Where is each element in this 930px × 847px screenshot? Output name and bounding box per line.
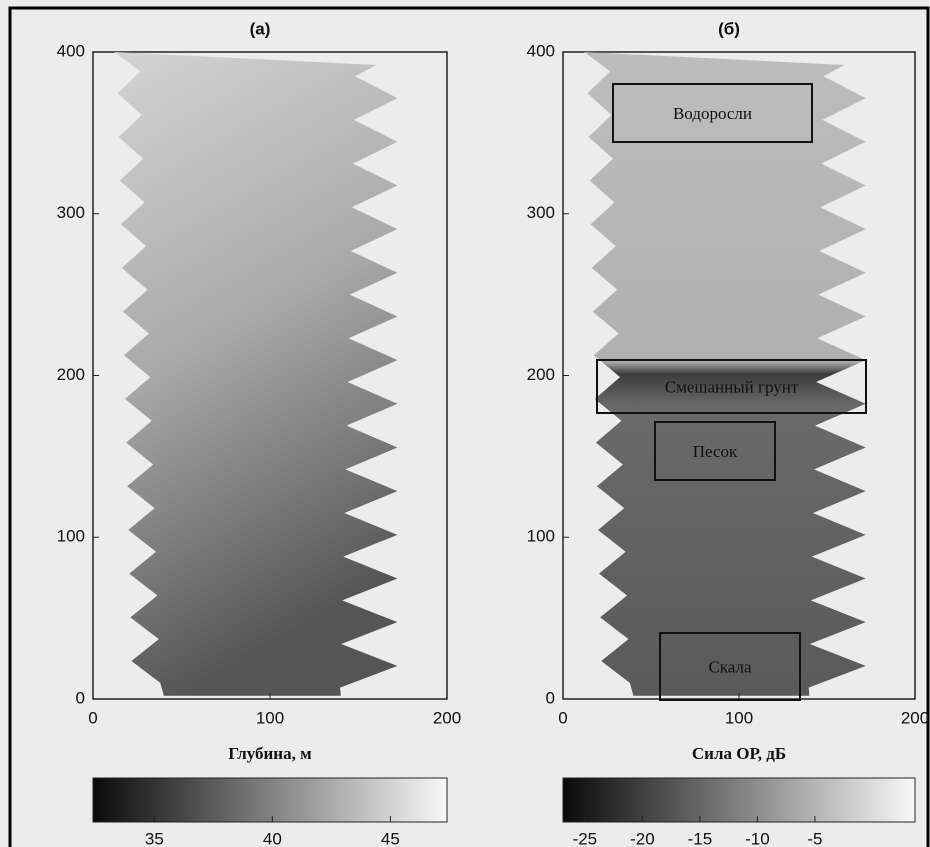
y-tick-label: 300 xyxy=(527,203,555,222)
annotation: Смешанный грунт xyxy=(665,377,799,396)
colorbar-tick-label: -5 xyxy=(807,829,822,847)
colorbar-tick-label: -15 xyxy=(688,829,713,847)
panel-title: (б) xyxy=(718,19,740,38)
annotation: Песок xyxy=(693,442,738,461)
y-tick-label: 0 xyxy=(546,688,555,707)
y-tick-label: 300 xyxy=(57,203,85,222)
x-tick-label: 100 xyxy=(725,708,753,727)
y-tick-label: 100 xyxy=(57,527,85,546)
colorbar-tick-label: 45 xyxy=(381,829,400,847)
figure: 0 100 200 300 400 0 100 200 (а) Глубина, м 35 40 45 0… xyxy=(0,0,930,847)
colorbar-tick-label: -10 xyxy=(745,829,770,847)
colorbar xyxy=(93,778,447,822)
y-tick-label: 200 xyxy=(57,365,85,384)
y-tick-label: 400 xyxy=(527,41,555,60)
colorbar-tick-label: 35 xyxy=(145,829,164,847)
x-tick-label: 0 xyxy=(88,708,97,727)
y-tick-label: 400 xyxy=(57,41,85,60)
colorbar-tick-label: -25 xyxy=(573,829,598,847)
y-tick-label: 100 xyxy=(527,527,555,546)
colorbar-label: Глубина, м xyxy=(228,744,312,763)
colorbar-tick-label: -20 xyxy=(630,829,655,847)
colorbar-label: Сила ОР, дБ xyxy=(692,744,786,763)
panel-title: (а) xyxy=(250,19,271,38)
y-tick-label: 0 xyxy=(76,688,85,707)
x-tick-label: 0 xyxy=(558,708,567,727)
page: 0 100 200 300 400 0 100 200 (а) Глубина, м 35 40 45 0… xyxy=(0,0,930,847)
colorbar xyxy=(563,778,915,822)
x-tick-label: 100 xyxy=(256,708,284,727)
x-tick-label: 200 xyxy=(901,708,929,727)
y-tick-label: 200 xyxy=(527,365,555,384)
annotation: Скала xyxy=(708,657,752,676)
x-tick-label: 200 xyxy=(433,708,461,727)
annotation: Водоросли xyxy=(673,104,752,123)
colorbar-tick-label: 40 xyxy=(263,829,282,847)
